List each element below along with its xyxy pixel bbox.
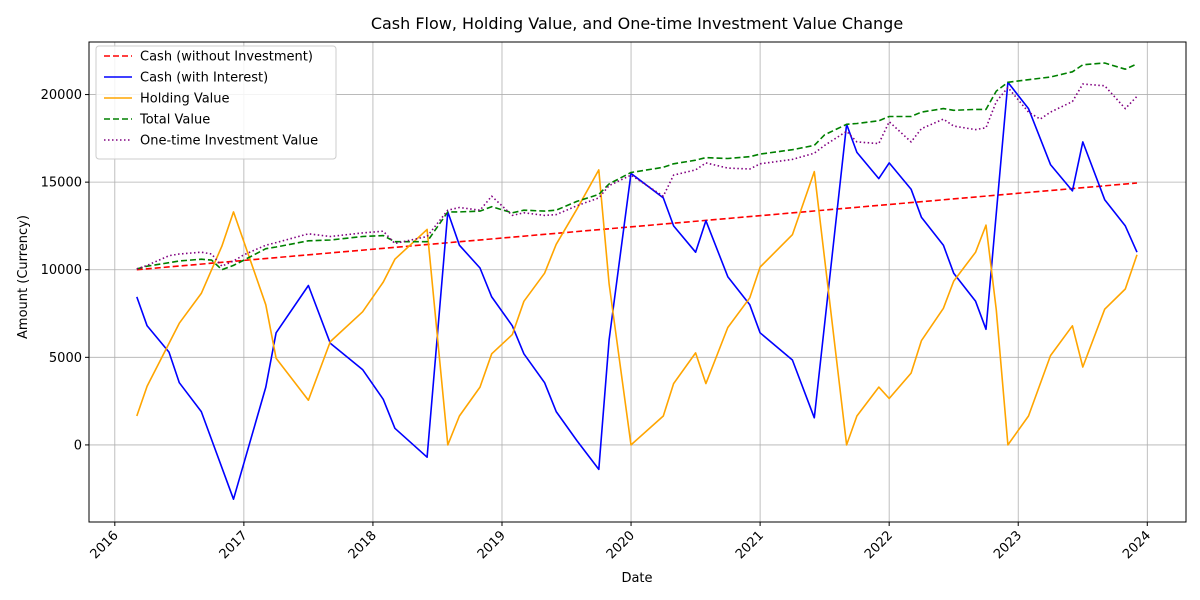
series-line xyxy=(136,83,1138,270)
x-tick-label: 2017 xyxy=(217,528,251,562)
series-line xyxy=(136,81,1138,501)
plot-area xyxy=(88,41,1187,523)
x-tick-label: 2016 xyxy=(88,528,122,562)
x-tick-label: 2019 xyxy=(475,528,509,562)
legend-box xyxy=(95,45,337,160)
legend-label: Cash (without Investment) xyxy=(140,50,313,65)
y-tick-label: 10000 xyxy=(41,263,82,278)
legend-label: Holding Value xyxy=(140,92,230,107)
x-tick-label: 2023 xyxy=(991,528,1025,562)
y-tick-label: 0 xyxy=(74,438,82,453)
series-line xyxy=(136,62,1138,271)
x-axis-title: Date xyxy=(621,571,652,586)
legend-label: Cash (with Interest) xyxy=(140,71,268,86)
y-axis-ticks: 0 5000 10000 15000 20000 xyxy=(41,88,89,453)
series-line xyxy=(136,182,1138,271)
legend-label: One-time Investment Value xyxy=(140,134,318,149)
x-tick-label: 2020 xyxy=(604,528,638,562)
series-lines xyxy=(136,62,1138,501)
legend: Cash (without Investment) Cash (with Inte… xyxy=(95,45,337,160)
y-tick-label: 5000 xyxy=(49,351,82,366)
x-tick-label: 2021 xyxy=(733,528,767,562)
series-line xyxy=(136,169,1138,446)
x-axis-ticks: 2016 2017 2018 2019 2020 2021 2022 2023 2024 xyxy=(88,522,1154,562)
x-tick-label: 2024 xyxy=(1120,528,1154,562)
x-tick-label: 2018 xyxy=(346,528,380,562)
chart-title: Cash Flow, Holding Value, and One-time I… xyxy=(371,14,903,33)
y-tick-label: 20000 xyxy=(41,88,82,103)
y-axis-title: Amount (Currency) xyxy=(16,215,31,339)
legend-label: Total Value xyxy=(139,113,210,128)
x-tick-label: 2022 xyxy=(862,528,896,562)
y-tick-label: 15000 xyxy=(41,176,82,191)
